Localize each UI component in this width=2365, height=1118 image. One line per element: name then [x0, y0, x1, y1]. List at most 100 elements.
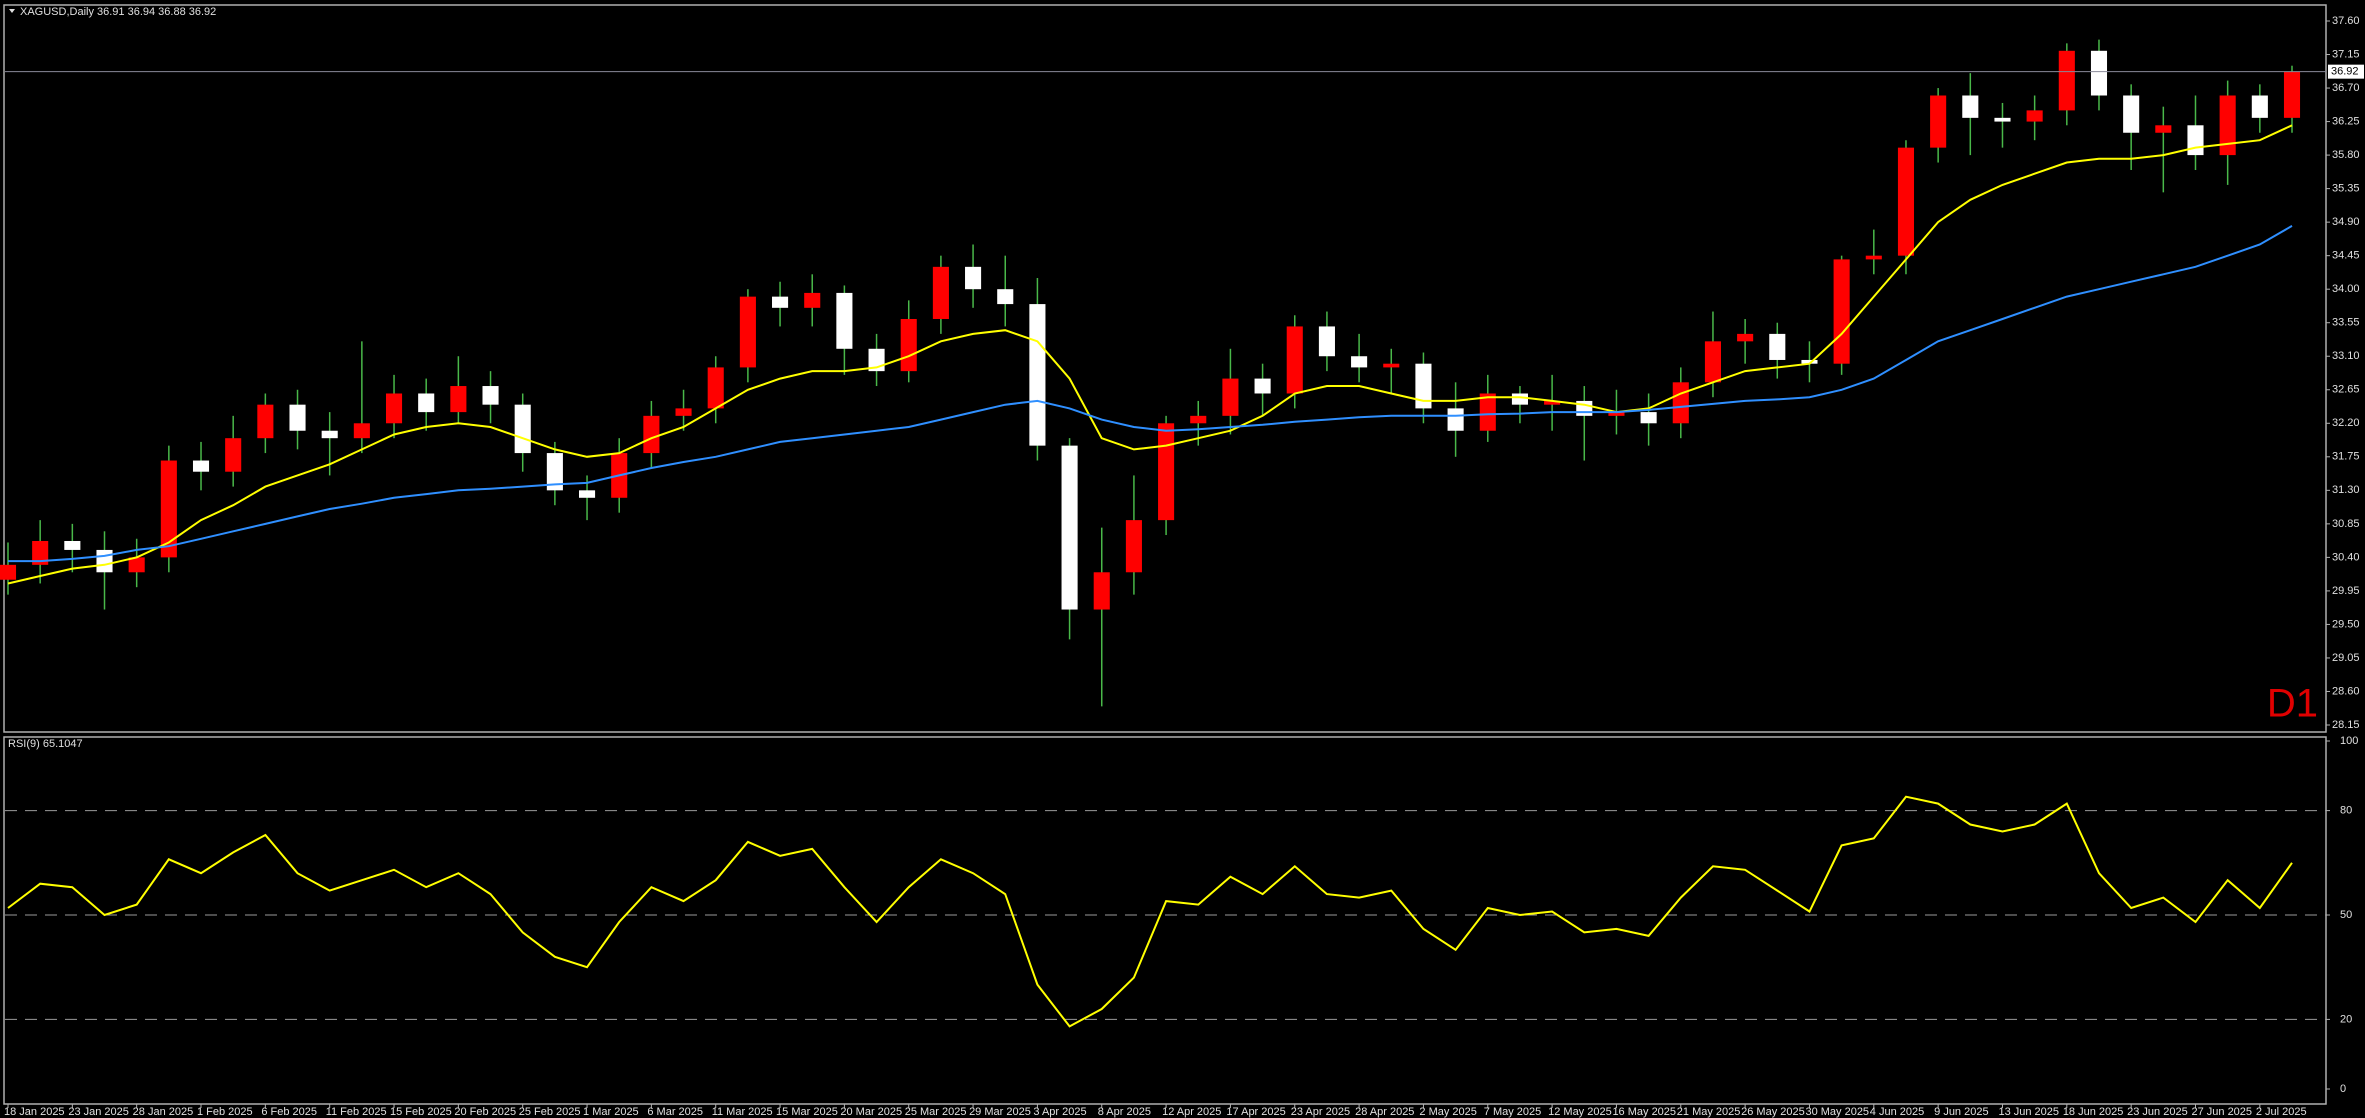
candle-body — [1158, 423, 1175, 521]
y-tick-label: 100 — [2340, 735, 2358, 747]
y-tick-label: 29.05 — [2332, 652, 2360, 664]
candle-body — [2090, 50, 2108, 96]
x-tick-label: 12 May 2025 — [1548, 1106, 1612, 1118]
y-tick-label: 29.50 — [2332, 618, 2360, 630]
candle-body — [965, 266, 982, 290]
candle-body — [514, 404, 531, 454]
candle-body — [1640, 412, 1657, 424]
candle-body — [2219, 95, 2236, 156]
candle-body — [1544, 400, 1561, 405]
candle-body — [64, 540, 81, 550]
y-tick-label: 35.80 — [2332, 149, 2360, 161]
candle-body — [1479, 393, 1496, 431]
x-tick-label: 27 Jun 2025 — [2191, 1106, 2252, 1118]
moving-average-line — [7, 124, 2293, 585]
candle-body — [1608, 412, 1625, 416]
candle-body — [1737, 333, 1754, 342]
candle-body — [1318, 326, 1335, 357]
candle-body — [2283, 71, 2301, 118]
candle-body — [836, 292, 853, 349]
candle-body — [579, 490, 596, 498]
candle-body — [128, 557, 145, 573]
x-tick-label: 20 Mar 2025 — [840, 1106, 902, 1118]
candle-body — [32, 540, 49, 565]
candle-body — [289, 404, 306, 431]
x-tick-label: 25 Feb 2025 — [519, 1106, 581, 1118]
chart-title: XAGUSD,Daily 36.91 36.94 36.88 36.92 — [20, 6, 216, 18]
candle-body — [1672, 382, 1689, 424]
candle-body — [1704, 341, 1721, 383]
candle-body — [1447, 408, 1464, 431]
y-tick-label: 34.90 — [2332, 216, 2360, 228]
candle-body — [321, 430, 338, 439]
y-tick-label: 33.55 — [2332, 317, 2360, 329]
rsi-panel-frame — [3, 736, 2327, 1105]
x-tick-label: 2 May 2025 — [1419, 1106, 1476, 1118]
x-tick-label: 26 May 2025 — [1741, 1106, 1805, 1118]
candle-body — [1415, 363, 1432, 409]
last-price-box — [2328, 64, 2364, 79]
y-tick-label: 36.25 — [2332, 115, 2360, 127]
candle-body — [2187, 125, 2204, 156]
x-tick-label: 1 Mar 2025 — [583, 1106, 639, 1118]
candle-body — [257, 404, 274, 439]
rsi-line — [7, 795, 2293, 1028]
x-tick-label: 11 Feb 2025 — [326, 1106, 387, 1118]
y-tick-label: 32.20 — [2332, 417, 2360, 429]
candle-body — [1061, 445, 1078, 610]
candle-body — [772, 296, 789, 308]
candle-body — [1222, 378, 1239, 416]
x-tick-label: 28 Jan 2025 — [133, 1106, 194, 1118]
x-tick-label: 16 May 2025 — [1612, 1106, 1676, 1118]
menu-arrow[interactable] — [9, 9, 15, 13]
x-tick-label: 15 Mar 2025 — [776, 1106, 838, 1118]
x-tick-label: 7 May 2025 — [1484, 1106, 1541, 1118]
x-tick-label: 23 Apr 2025 — [1291, 1106, 1350, 1118]
candle-body — [1994, 117, 2011, 122]
x-tick-label: 20 Feb 2025 — [454, 1106, 516, 1118]
candle-body — [160, 460, 177, 558]
candle-body — [1833, 259, 1850, 364]
y-tick-label: 33.10 — [2332, 350, 2360, 362]
price-panel-frame — [3, 4, 2327, 733]
candle-body — [1125, 520, 1142, 573]
candle-body — [353, 423, 370, 439]
y-tick-label: 20 — [2340, 1013, 2352, 1025]
y-tick-label: 31.75 — [2332, 451, 2360, 463]
candle-body — [2026, 110, 2043, 122]
moving-average-line — [8, 225, 2293, 563]
candle-body — [1029, 304, 1046, 446]
timeframe-label: D1 — [2267, 682, 2318, 726]
y-tick-label: 28.60 — [2332, 685, 2360, 697]
x-tick-label: 3 Apr 2025 — [1033, 1106, 1086, 1118]
last-price-label: 36.92 — [2331, 66, 2359, 78]
y-tick-label: 37.60 — [2332, 15, 2360, 27]
candle-body — [997, 289, 1014, 305]
y-tick-label: 80 — [2340, 805, 2352, 817]
candle-body — [1254, 378, 1271, 394]
candle-body — [2251, 95, 2268, 118]
y-tick-label: 35.35 — [2332, 183, 2360, 195]
candle-body — [1801, 359, 1818, 364]
candle-body — [96, 549, 113, 573]
x-tick-label: 11 Mar 2025 — [712, 1106, 773, 1118]
x-tick-label: 28 Apr 2025 — [1355, 1106, 1414, 1118]
candle-body — [2155, 125, 2172, 133]
candle-body — [192, 460, 210, 472]
x-tick-label: 2 Jul 2025 — [2256, 1106, 2307, 1118]
y-tick-label: 32.65 — [2332, 384, 2360, 396]
x-tick-label: 6 Mar 2025 — [647, 1106, 703, 1118]
candle-body — [2123, 95, 2140, 133]
y-tick-label: 31.30 — [2332, 484, 2360, 496]
candle-body — [1286, 326, 1303, 394]
candle-body — [450, 386, 467, 413]
candle-body — [1093, 572, 1110, 610]
y-tick-label: 29.95 — [2332, 585, 2360, 597]
candle-body — [739, 296, 756, 368]
candle-body — [1383, 363, 1400, 368]
candle-body — [1962, 95, 1979, 118]
candle-body — [1511, 393, 1528, 405]
candle-body — [932, 266, 949, 319]
